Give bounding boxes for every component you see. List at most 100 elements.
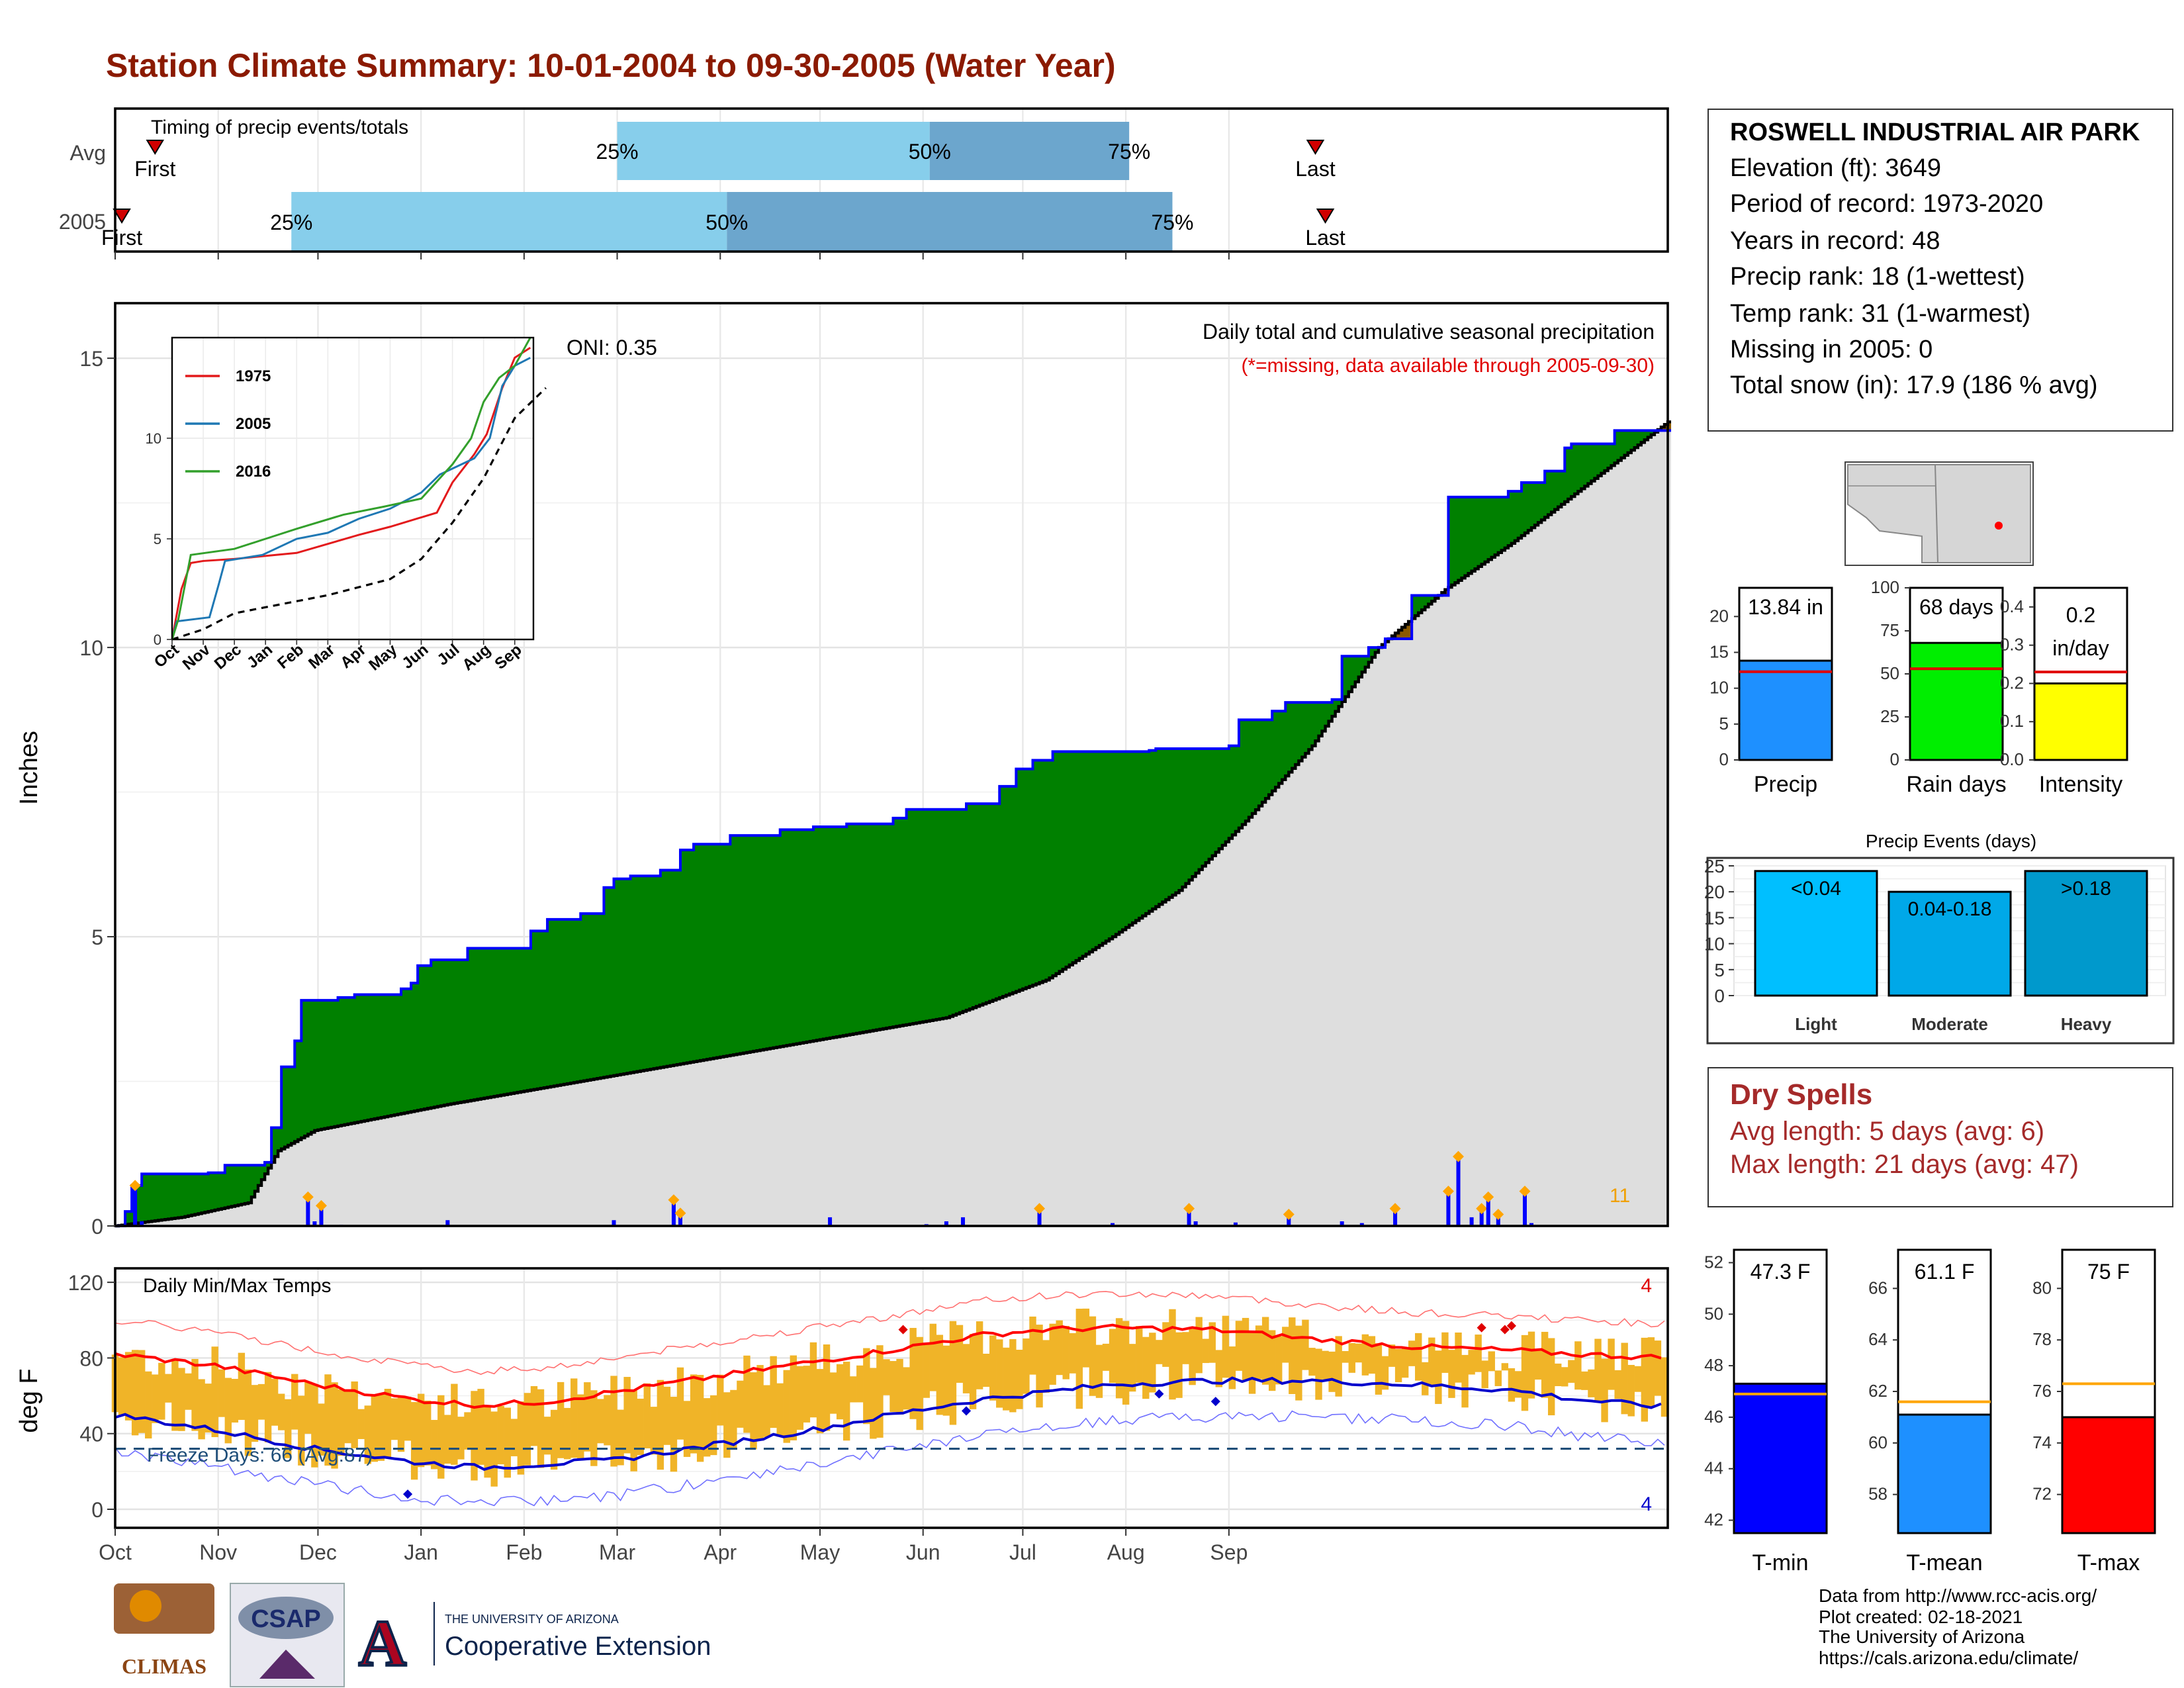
daily-temp-range-bar	[1361, 1334, 1369, 1376]
daily-precip-bar	[1469, 1217, 1474, 1226]
daily-temp-range-bar	[1481, 1360, 1488, 1389]
daily-temp-range-bar	[796, 1366, 804, 1430]
daily-temp-range-bar	[464, 1412, 471, 1450]
temp-y-tick-label: 0	[91, 1498, 103, 1522]
daily-temp-range-bar	[763, 1385, 770, 1437]
inset-legend-label: 2005	[236, 415, 271, 433]
daily-temp-range-bar	[1568, 1360, 1575, 1383]
daily-temp-range-bar	[1661, 1357, 1668, 1417]
daily-temp-range-bar	[1016, 1349, 1023, 1409]
daily-temp-range-bar	[1322, 1350, 1329, 1380]
daily-temp-range-bar	[1555, 1363, 1562, 1387]
footer-url: https://cals.arizona.edu/climate/	[1819, 1646, 2079, 1667]
daily-temp-range-bar	[131, 1350, 139, 1436]
daily-temp-range-bar	[484, 1405, 491, 1478]
daily-temp-range-bar	[1375, 1343, 1383, 1395]
daily-temp-range-bar	[916, 1336, 923, 1430]
daily-temp-range-bar	[923, 1344, 930, 1398]
temp-frame	[114, 1267, 1669, 1529]
daily-temp-range-bar	[1388, 1344, 1396, 1367]
daily-precip-bar	[1529, 1223, 1534, 1226]
logos: CLIMAS CSAP A THE UNIVERSITY OF ARIZONA …	[114, 1583, 711, 1687]
daily-temp-range-bar	[657, 1380, 664, 1470]
temp-summary-y-tick-label: 52	[1704, 1252, 1723, 1272]
daily-temp-range-bar	[1109, 1329, 1116, 1383]
precip-events-y-tick-label: 15	[1704, 908, 1725, 928]
daily-temp-range-bar	[238, 1352, 246, 1420]
summary-y-tick-label: 15	[1709, 642, 1729, 662]
inset-y-tick-label: 5	[154, 531, 161, 547]
summary-bar	[1738, 659, 1833, 761]
daily-temp-range-bar	[1302, 1319, 1309, 1370]
temp-x-tick-label: Oct	[99, 1540, 132, 1564]
daily-temp-range-bar	[311, 1384, 318, 1468]
state-border	[1934, 464, 1938, 563]
temp-x-tick-label: Mar	[599, 1540, 635, 1564]
timing-row-label-2005: 2005	[59, 210, 106, 234]
daily-temp-range-bar	[118, 1357, 126, 1416]
inset-y-tick-label: 0	[154, 632, 161, 648]
temp-summary-y-tick-label: 58	[1868, 1484, 1888, 1504]
daily-temp-range-bar	[1494, 1370, 1502, 1386]
summary-y-tick-label: 0.3	[2000, 635, 2024, 655]
daily-temp-range-bar	[1348, 1342, 1355, 1373]
temp-summary-bar	[1897, 1413, 1992, 1534]
record-max-line	[114, 1291, 1665, 1376]
daily-temp-range-bar	[231, 1379, 239, 1423]
daily-temp-range-bar	[956, 1325, 964, 1383]
daily-temp-range-bar	[178, 1368, 185, 1431]
daily-temp-range-bar	[138, 1350, 146, 1433]
station-elevation: Elevation (ft): 3649	[1730, 155, 1941, 183]
daily-temp-range-bar	[1588, 1369, 1595, 1397]
precip-events-bar-label: >0.18	[2061, 878, 2111, 900]
climas-logo-mark	[114, 1583, 214, 1634]
summary-y-tick-label: 75	[1880, 620, 1899, 640]
inset-legend-label: 1975	[236, 367, 271, 385]
daily-temp-range-bar	[1275, 1336, 1283, 1385]
daily-precip-bar	[944, 1221, 948, 1226]
daily-temp-range-bar	[537, 1389, 545, 1468]
daily-precip-marker	[1482, 1191, 1494, 1203]
precip-corner-count: 11	[1610, 1185, 1630, 1207]
summary-y-tick-label: 100	[1871, 577, 1899, 597]
precip-y-tick-label: 0	[91, 1215, 103, 1239]
daily-temp-range-bar	[185, 1373, 192, 1410]
summary-y-tick-label: 20	[1709, 606, 1729, 626]
daily-temp-range-bar	[630, 1390, 637, 1472]
record-high-marker	[898, 1325, 908, 1335]
daily-precip-bar	[1393, 1208, 1398, 1226]
timing-x-ticks	[114, 252, 1230, 259]
daily-temp-range-bar	[304, 1382, 312, 1434]
temp-x-tick-label: Jun	[906, 1540, 940, 1564]
timing-label-50: 50%	[909, 140, 951, 164]
daily-temp-range-bar	[1488, 1351, 1495, 1372]
daily-temp-range-bar	[836, 1364, 844, 1420]
daily-precip-marker	[1453, 1150, 1465, 1162]
temp-x-tick-label: Feb	[506, 1540, 542, 1564]
daily-temp-range-bar	[1422, 1362, 1429, 1395]
csap-cloud-icon	[238, 1597, 334, 1639]
daily-temp-range-bar	[717, 1374, 724, 1426]
daily-temp-range-bar	[404, 1396, 412, 1441]
daily-temp-range-bar	[1594, 1338, 1602, 1403]
daily-temp-range-bar	[650, 1407, 658, 1455]
precip-chart-title: Daily total and cumulative seasonal prec…	[1203, 320, 1655, 344]
daily-temp-range-bar	[1255, 1325, 1263, 1380]
daily-temp-range-bar	[1501, 1363, 1509, 1371]
timing-last-label: Last	[1305, 226, 1345, 250]
temp-summary-y-tick-label: 74	[2032, 1432, 2052, 1452]
summary-y-tick-label: 5	[1719, 714, 1729, 733]
temp-summary-y-tick-label: 46	[1704, 1407, 1723, 1427]
daily-temp-range-bar	[557, 1382, 565, 1458]
daily-temp-range-bar	[543, 1417, 551, 1455]
daily-precip-bar	[671, 1199, 676, 1226]
daily-temp-range-bar	[842, 1362, 850, 1441]
daily-temp-range-bar	[863, 1348, 870, 1425]
daily-precip-marker	[668, 1194, 680, 1206]
summary-bar	[1909, 641, 2004, 761]
daily-precip-bar	[1287, 1214, 1291, 1226]
daily-precip-bar	[612, 1220, 616, 1226]
station-total-snow: Total snow (in): 17.9 (186 % avg)	[1730, 372, 2098, 400]
summary-bar-value-label: 68 days	[1919, 595, 1993, 619]
daily-precip-bar	[312, 1221, 317, 1226]
